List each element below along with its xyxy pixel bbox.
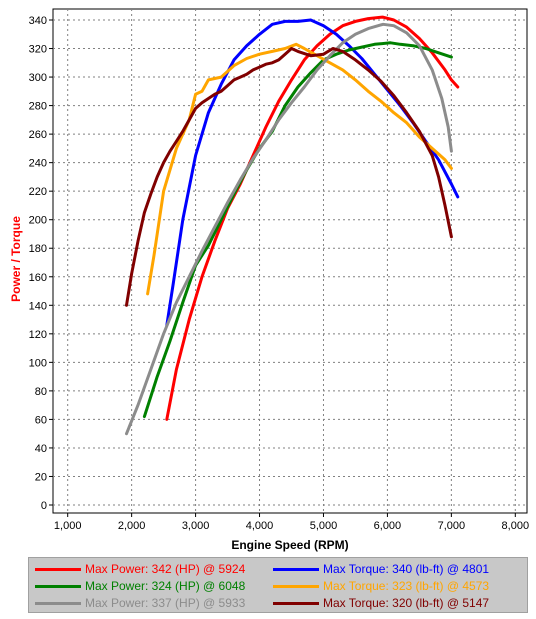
y-tick-label: 100 (29, 357, 47, 369)
x-tick-label: 1,000 (54, 520, 82, 532)
legend-item: Max Power: 337 (HP) @ 5933 (35, 594, 245, 612)
x-tick-label: 3,000 (182, 520, 210, 532)
x-tick-label: 2,000 (118, 520, 146, 532)
legend-label: Max Power: 342 (HP) @ 5924 (85, 562, 246, 576)
series-line-5 (125, 22, 453, 436)
y-tick-label: 280 (29, 101, 47, 113)
x-tick-label: 5,000 (310, 520, 338, 532)
series-lines (125, 15, 460, 436)
x-tick-label: 6,000 (374, 520, 402, 532)
x-tick-label: 7,000 (438, 520, 466, 532)
y-tick-label: 260 (29, 129, 47, 141)
series-line-6 (125, 47, 453, 307)
y-tick-label: 220 (29, 186, 47, 198)
y-tick-label: 40 (35, 443, 47, 455)
y-tick-label: 160 (29, 272, 47, 284)
legend-swatch (273, 601, 319, 605)
y-tick-label: 240 (29, 158, 47, 170)
legend-swatch (273, 567, 319, 571)
legend-swatch (35, 567, 81, 571)
series-line-4 (146, 42, 453, 296)
legend-item: Max Torque: 323 (lb-ft) @ 4573 (273, 577, 489, 595)
y-tick-label: 0 (41, 500, 47, 512)
x-axis-title: Engine Speed (RPM) (231, 538, 348, 552)
legend-label: Max Torque: 340 (lb-ft) @ 4801 (323, 562, 490, 576)
series-line-1 (165, 15, 460, 421)
legend-label: Max Torque: 323 (lb-ft) @ 4573 (323, 579, 490, 593)
legend-item: Max Power: 324 (HP) @ 6048 (35, 577, 245, 595)
legend-item: Max Torque: 340 (lb-ft) @ 4801 (273, 560, 489, 578)
x-tick-label: 4,000 (246, 520, 274, 532)
axis-ticks: 1,000 2,000 3,000 4,000 5,000 6,000 7,000 8,000… (29, 15, 529, 532)
legend-swatch (273, 584, 319, 588)
y-tick-label: 340 (29, 15, 47, 27)
y-tick-label: 320 (29, 44, 47, 56)
y-tick-label: 60 (35, 414, 47, 426)
y-tick-label: 200 (29, 215, 47, 227)
grid-lines (53, 9, 527, 513)
y-tick-label: 140 (29, 300, 47, 312)
y-tick-label: 80 (35, 386, 47, 398)
y-tick-label: 300 (29, 72, 47, 84)
legend: Max Power: 342 (HP) @ 5924 Max Torque: 34… (28, 557, 528, 613)
legend-item: Max Torque: 320 (lb-ft) @ 5147 (273, 594, 489, 612)
y-tick-label: 120 (29, 329, 47, 341)
legend-swatch (35, 584, 81, 588)
y-axis-title: Power / Torque (9, 216, 23, 302)
x-tick-label: 8,000 (502, 520, 530, 532)
legend-label: Max Power: 337 (HP) @ 5933 (85, 596, 246, 610)
legend-label: Max Torque: 320 (lb-ft) @ 5147 (323, 596, 490, 610)
dyno-chart: 1,000 2,000 3,000 4,000 5,000 6,000 7,000 8,000… (9, 8, 529, 552)
legend-item: Max Power: 342 (HP) @ 5924 (35, 560, 245, 578)
y-tick-label: 20 (35, 471, 47, 483)
legend-swatch (35, 601, 81, 605)
y-tick-label: 180 (29, 243, 47, 255)
legend-label: Max Power: 324 (HP) @ 6048 (85, 579, 246, 593)
